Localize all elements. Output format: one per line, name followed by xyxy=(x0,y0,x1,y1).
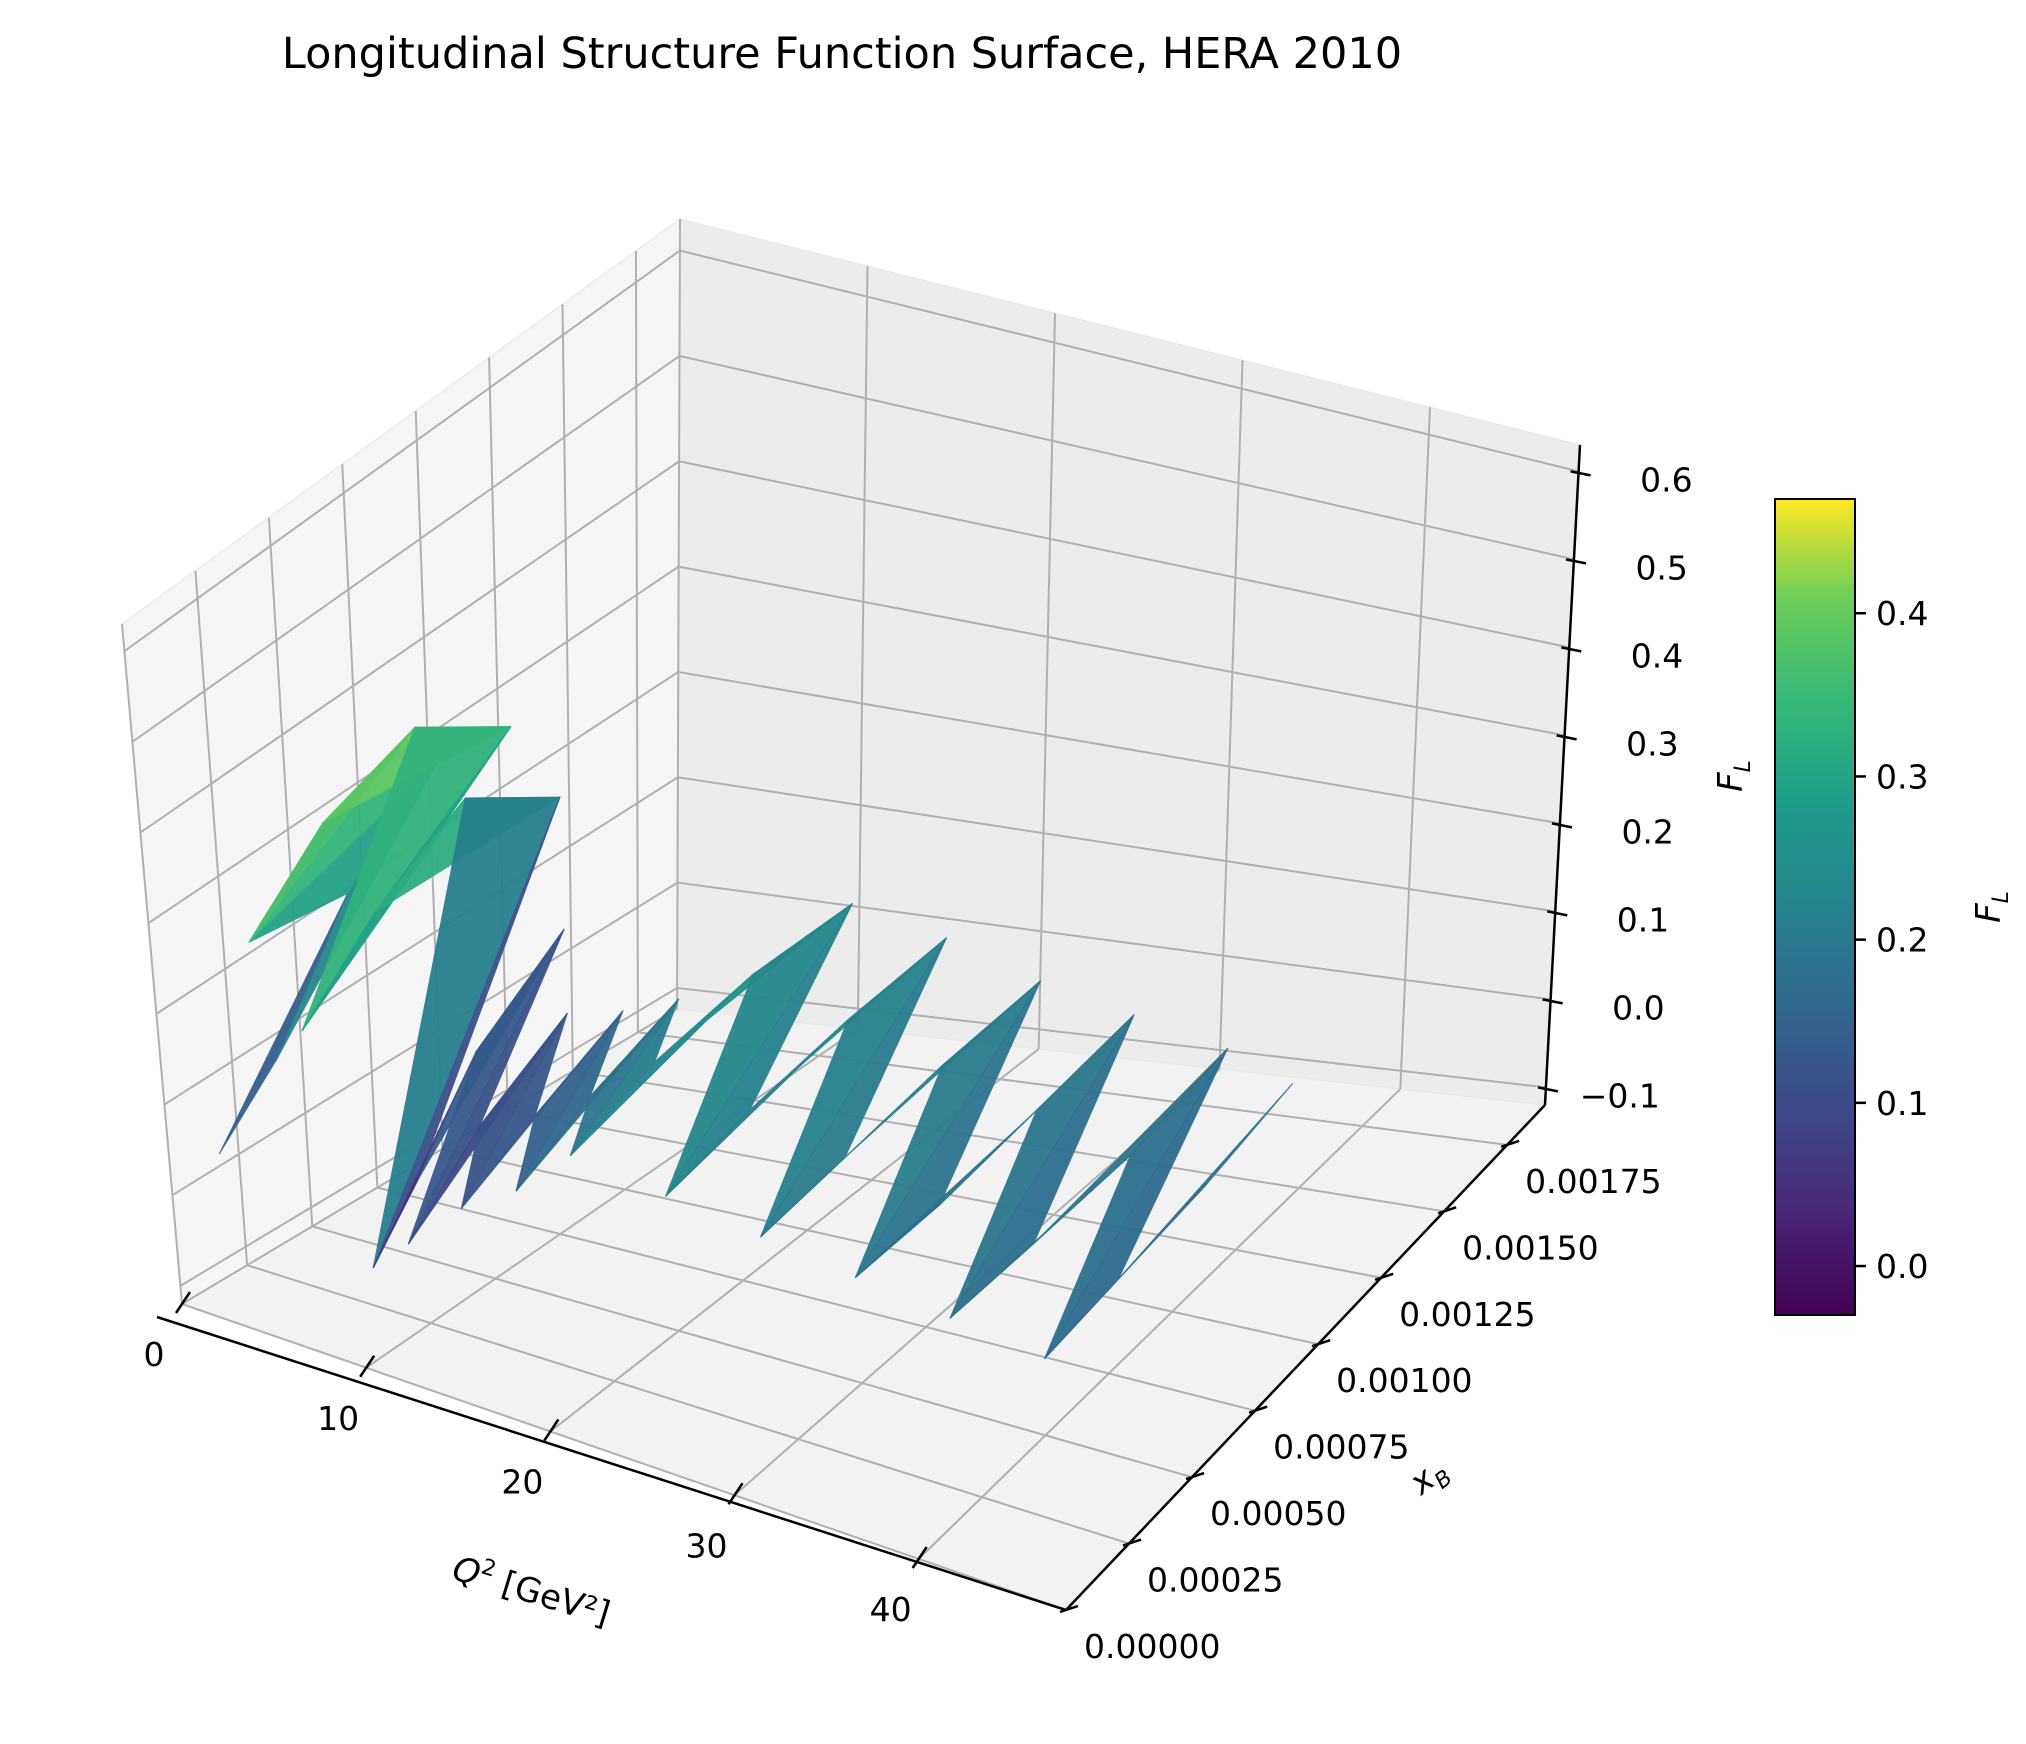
z-grid-left xyxy=(163,776,679,1106)
x-axis-label: Q2 [GeV²] xyxy=(448,1547,615,1635)
z-tick-label: 0.4 xyxy=(1631,636,1683,675)
y-tick-label: 0.00025 xyxy=(1147,1561,1283,1600)
y-grid-left xyxy=(634,250,639,1033)
z-tick-label: −0.1 xyxy=(1580,1076,1660,1115)
x-tick-label: 30 xyxy=(686,1526,728,1565)
z-tick xyxy=(1561,646,1582,653)
z-grid-back xyxy=(679,354,1575,561)
x-tick xyxy=(543,1418,560,1442)
colorbar-tick-label: 0.1 xyxy=(1876,1084,1928,1123)
colorbar-ticks: 0.0 0.1 0.2 0.3 0.4 xyxy=(1855,594,1928,1286)
x-grid-back xyxy=(676,218,681,1010)
z-grid-back xyxy=(677,776,1556,913)
z-axis-label: FL xyxy=(1711,760,1756,792)
x-tick xyxy=(911,1546,928,1569)
z-tick-label: 0.3 xyxy=(1626,724,1678,763)
y-grid-left xyxy=(121,623,183,1305)
y-grid-floor xyxy=(246,1264,1130,1545)
z-tick xyxy=(1570,470,1591,477)
x-grid-floor xyxy=(917,1088,1402,1560)
x-tick xyxy=(727,1482,744,1505)
x-grid-back xyxy=(1218,360,1244,1070)
x-grid-back xyxy=(1399,407,1431,1090)
z-grid-back xyxy=(678,565,1565,737)
y-tick xyxy=(1248,1405,1268,1414)
z-tick-label: 0.2 xyxy=(1621,812,1673,851)
y-tick-label: 0.00100 xyxy=(1336,1361,1472,1400)
chart-title: Longitudinal Structure Function Surface,… xyxy=(282,29,1402,79)
y-tick xyxy=(1374,1272,1394,1281)
y-tick xyxy=(1500,1139,1520,1149)
z-tick xyxy=(1565,558,1587,565)
z-tick xyxy=(1537,1086,1559,1093)
x-tick-label: 40 xyxy=(870,1590,912,1629)
x-grid-back xyxy=(856,266,869,1030)
z-grid-back xyxy=(679,249,1579,473)
colorbar-tick-label: 0.3 xyxy=(1876,757,1928,796)
z-grid-left xyxy=(131,355,681,743)
z-tick-label: 0.0 xyxy=(1612,988,1664,1027)
y-tick-label: 0.00150 xyxy=(1462,1228,1598,1267)
colorbar-tick-label: 0.2 xyxy=(1876,921,1928,960)
y-tick xyxy=(1437,1206,1457,1215)
y-tick xyxy=(1122,1538,1142,1547)
y-grid-left xyxy=(267,517,314,1227)
z-grid-left xyxy=(123,249,681,653)
surface-facet xyxy=(1118,1082,1294,1280)
z-tick-label: 0.1 xyxy=(1617,900,1669,939)
colorbar-gradient xyxy=(1774,498,1856,1316)
z-tick-label: 0.5 xyxy=(1635,548,1687,587)
y-grid-left xyxy=(194,570,249,1266)
y-tick-label: 0.00075 xyxy=(1273,1428,1409,1467)
x-tick xyxy=(174,1291,192,1314)
x-grid-back xyxy=(1037,313,1056,1050)
x-axis-line xyxy=(156,1315,1067,1612)
y-tick-label: 0.00000 xyxy=(1084,1627,1220,1666)
x-tick-label: 10 xyxy=(317,1399,359,1438)
y-grid-floor xyxy=(311,1225,1193,1479)
z-tick xyxy=(1551,822,1573,829)
y-tick xyxy=(1311,1339,1331,1348)
x-tick xyxy=(359,1355,376,1378)
x-tick-label: 20 xyxy=(501,1463,543,1502)
z-grid-left xyxy=(139,460,680,834)
y-tick-label: 0.00125 xyxy=(1399,1295,1535,1334)
z-grid-back xyxy=(678,670,1561,825)
y-tick xyxy=(1059,1604,1079,1614)
colorbar-tick-label: 0.0 xyxy=(1876,1247,1928,1286)
z-grid-back xyxy=(678,460,1570,649)
y-grid-left xyxy=(561,304,574,1072)
z-tick xyxy=(1547,910,1568,917)
y-tick xyxy=(1185,1471,1205,1481)
colorbar: 0.0 0.1 0.2 0.3 0.4 FL xyxy=(1774,498,2014,1316)
z-grid-back xyxy=(677,881,1551,1001)
colorbar-tick-label: 0.4 xyxy=(1876,594,1928,633)
surface-plot xyxy=(218,726,1294,1360)
z-tick xyxy=(1556,734,1577,741)
x-tick-label: 0 xyxy=(144,1335,165,1374)
z-tick-label: 0.6 xyxy=(1640,460,1692,499)
z-tick xyxy=(1542,998,1563,1005)
y-grid-floor xyxy=(377,1186,1256,1412)
colorbar-label: FL xyxy=(1969,891,2014,923)
y-tick-label: 0.00175 xyxy=(1525,1162,1661,1201)
y-axis-label: xB xyxy=(1401,1450,1457,1508)
y-tick-label: 0.00050 xyxy=(1210,1494,1346,1533)
axes: 0 10 20 30 40 0.00000 0.00025 0.00050 0.00075 0.0… xyxy=(144,444,1693,1666)
y-axis-line xyxy=(1065,1104,1546,1611)
z-axis-line xyxy=(1543,444,1582,1106)
